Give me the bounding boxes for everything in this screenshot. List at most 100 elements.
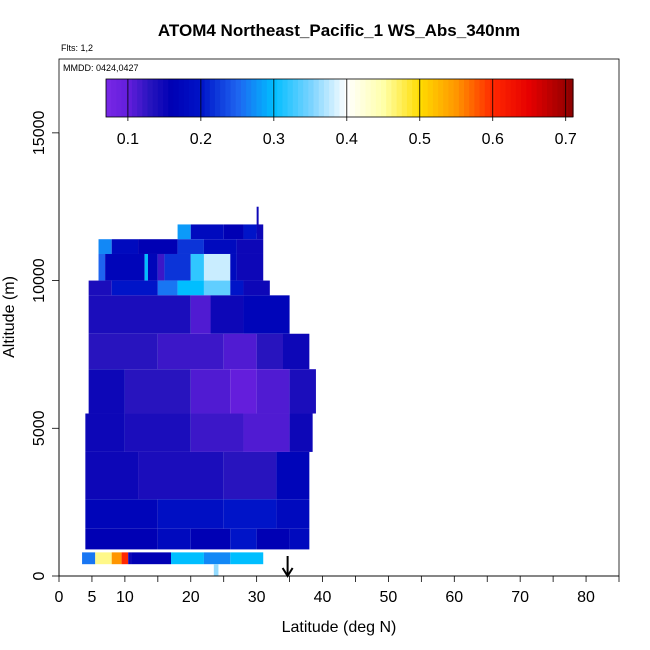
- colorbar-swatch: [272, 79, 278, 117]
- colorbar-swatch: [505, 79, 512, 117]
- x-tick-label: 40: [314, 589, 332, 606]
- heatmap-cell: [88, 280, 112, 296]
- heatmap-cell: [289, 369, 316, 414]
- x-tick-label: 60: [445, 589, 463, 606]
- colorbar-swatch: [557, 79, 564, 117]
- colorbar-swatch: [111, 79, 117, 117]
- colorbar-swatch: [168, 79, 175, 117]
- colorbar-swatch: [194, 79, 200, 117]
- colorbar-swatch: [381, 79, 387, 117]
- heatmap-cell: [190, 528, 231, 550]
- colorbar-swatch: [126, 79, 133, 117]
- heatmap-cells: [82, 206, 316, 576]
- colorbar-swatch: [116, 79, 123, 117]
- heatmap-cell: [276, 499, 310, 529]
- colorbar-swatch: [406, 79, 413, 117]
- colorbar-swatch: [412, 79, 418, 117]
- colorbar-swatch: [261, 79, 268, 117]
- colorbar-swatch: [297, 79, 304, 117]
- heatmap-cell: [256, 224, 264, 240]
- colorbar-frame: [105, 78, 574, 118]
- heatmap-cell: [177, 280, 204, 296]
- colorbar-swatch: [121, 79, 128, 117]
- colorbar-swatch: [318, 79, 325, 117]
- colorbar-swatch: [515, 79, 522, 117]
- colorbar-swatch: [230, 79, 237, 117]
- colorbar-swatch: [240, 79, 247, 117]
- heatmap-cell: [256, 333, 283, 370]
- colorbar-swatch: [303, 79, 309, 117]
- heatmap-cell: [85, 499, 158, 529]
- heatmap-cell: [85, 451, 139, 500]
- heatmap-cell: [190, 369, 231, 414]
- heatmap-cell: [124, 413, 191, 452]
- heatmap-cell: [243, 413, 290, 452]
- x-tick-label: 30: [248, 589, 266, 606]
- heatmap-cell: [203, 552, 231, 565]
- colorbar-swatch: [510, 79, 517, 117]
- heatmap-cell: [157, 253, 165, 281]
- x-axis-label: Latitude (deg N): [282, 619, 397, 636]
- colorbar-swatch: [349, 79, 356, 117]
- colorbar-swatch: [209, 79, 216, 117]
- heatmap-cell: [223, 333, 257, 370]
- y-tick-label: 5000: [31, 410, 48, 446]
- heatmap-cell: [203, 253, 231, 281]
- y-axis-label: Altitude (m): [1, 276, 18, 358]
- heatmap-cell: [243, 295, 290, 334]
- heatmap-cell: [138, 239, 178, 254]
- colorbar-tick-label: 0.7: [555, 131, 577, 148]
- colorbar-swatch: [277, 79, 284, 117]
- y-axis: 0 5000 10000 15000: [31, 111, 60, 580]
- heatmap-cell: [283, 333, 310, 370]
- colorbar-swatch: [365, 79, 372, 117]
- colorbar-tick-label: 0.1: [117, 131, 139, 148]
- heatmap-cell: [243, 280, 270, 296]
- heatmap-cell: [128, 552, 132, 565]
- heatmap-cell: [111, 239, 139, 254]
- colorbar: 0.1 0.2 0.3 0.4 0.5 0.6 0.7: [105, 78, 577, 148]
- colorbar-swatch: [474, 79, 481, 117]
- heatmap-cell: [223, 451, 277, 500]
- heatmap-cell: [171, 552, 204, 565]
- colorbar-swatch: [375, 79, 382, 117]
- heatmap-cell: [88, 295, 191, 334]
- heatmap-cell: [203, 280, 231, 296]
- colorbar-swatch: [500, 79, 507, 117]
- heatmap-cell: [157, 333, 224, 370]
- heatmap-cell: [230, 280, 244, 296]
- colorbar-swatch: [458, 79, 465, 117]
- colorbar-swatch: [246, 79, 252, 117]
- colorbar-swatch: [422, 79, 429, 117]
- heatmap-cell: [289, 528, 310, 550]
- heatmap-cell: [157, 499, 224, 529]
- colorbar-swatch: [152, 79, 159, 117]
- colorbar-swatch: [256, 79, 263, 117]
- colorbar-swatch: [453, 79, 460, 117]
- colorbar-swatch: [329, 79, 335, 117]
- colorbar-swatch: [173, 79, 180, 117]
- heatmap-cell: [138, 451, 224, 500]
- heatmap-cell: [236, 253, 264, 281]
- colorbar-swatch: [464, 79, 470, 117]
- heatmap-cell: [82, 552, 96, 565]
- colorbar-swatch: [106, 79, 112, 117]
- heatmap-cell: [190, 224, 224, 240]
- heatmap-cell: [164, 253, 191, 281]
- heatmap-cell: [157, 528, 191, 550]
- heatmap-cell: [230, 552, 264, 565]
- heatmap-cell: [124, 369, 191, 414]
- heatmap-cell: [230, 253, 237, 281]
- heatmap-cell: [144, 253, 148, 281]
- x-tick-label: 70: [511, 589, 529, 606]
- colorbar-swatch: [417, 79, 424, 117]
- colorbar-swatch: [235, 79, 242, 117]
- heatmap-cell: [236, 239, 264, 254]
- colorbar-swatch: [360, 79, 367, 117]
- colorbar-swatch: [448, 79, 455, 117]
- y-tick-label: 15000: [31, 111, 48, 156]
- colorbar-swatch: [313, 79, 320, 117]
- colorbar-tick-label: 0.2: [190, 131, 212, 148]
- heatmap-cell: [95, 552, 112, 565]
- colorbar-swatch: [427, 79, 434, 117]
